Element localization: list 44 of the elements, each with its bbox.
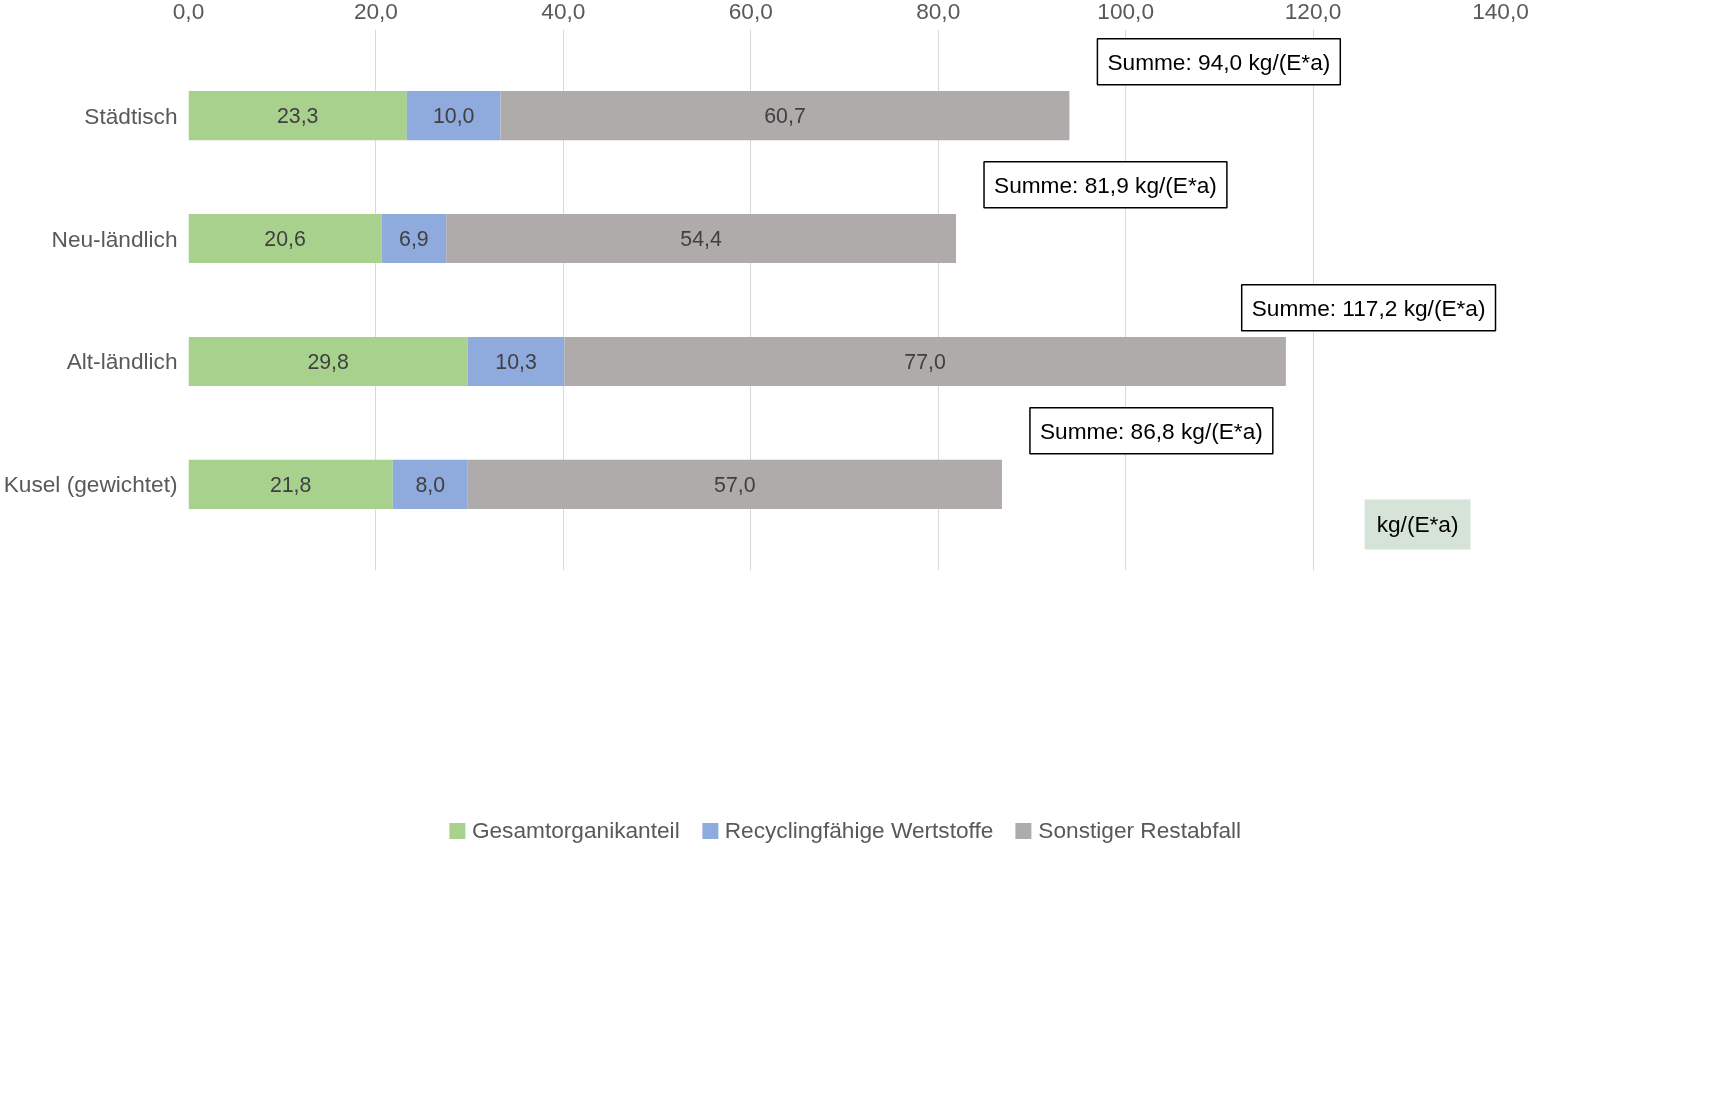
x-tick-label: 0,0 — [172, 0, 205, 24]
x-tick-label: 40,0 — [541, 0, 586, 24]
legend-label: Gesamtorganikanteil — [471, 816, 680, 844]
data-label: 23,3 — [276, 104, 319, 129]
bar — [188, 213, 382, 264]
data-label: 8,0 — [415, 472, 446, 497]
bar — [500, 90, 1070, 141]
data-label: 20,6 — [264, 227, 306, 252]
x-tick-label: 80,0 — [916, 0, 961, 24]
data-label: 21,8 — [269, 472, 312, 497]
bar — [467, 336, 565, 387]
total-label: Summe: 117,2 kg/(E*a) — [1251, 294, 1486, 321]
total-label: Summe: 81,9 kg/(E*a) — [994, 171, 1217, 198]
bar — [392, 459, 468, 510]
data-label: 54,4 — [680, 227, 723, 252]
data-label: 10,3 — [495, 349, 537, 374]
bar — [188, 459, 393, 510]
bar — [564, 336, 1286, 387]
x-tick-label: 140,0 — [1472, 0, 1529, 24]
legend-label: Sonstiger Restabfall — [1038, 816, 1242, 844]
y-tick-label: Alt-ländlich — [66, 348, 178, 375]
bar — [381, 213, 447, 264]
total-label: Summe: 86,8 kg/(E*a) — [1039, 417, 1263, 444]
legend-label: Recyclingfähige Wertstoffe — [724, 816, 994, 844]
x-tick-label: 120,0 — [1284, 0, 1342, 24]
total-label: Summe: 94,0 kg/(E*a) — [1107, 48, 1331, 75]
bar — [188, 90, 407, 141]
data-label: 29,8 — [307, 349, 349, 374]
y-tick-label: Kusel (gewichtet) — [3, 471, 178, 498]
bar — [467, 459, 1002, 510]
bar — [406, 90, 501, 141]
bar — [446, 213, 957, 264]
data-label: 10,0 — [432, 104, 475, 129]
annotation: kg/(E*a) — [1376, 511, 1459, 538]
data-label: 77,0 — [904, 349, 946, 374]
x-tick-label: 60,0 — [728, 0, 773, 24]
x-tick-label: 100,0 — [1097, 0, 1154, 24]
bar — [188, 336, 468, 387]
data-label: 57,0 — [714, 472, 756, 497]
data-label: 60,7 — [764, 104, 806, 129]
data-label: 6,9 — [399, 227, 429, 252]
y-tick-label: Städtisch — [84, 102, 178, 129]
y-tick-label: Neu-ländlich — [51, 225, 178, 252]
x-tick-label: 20,0 — [353, 0, 398, 24]
